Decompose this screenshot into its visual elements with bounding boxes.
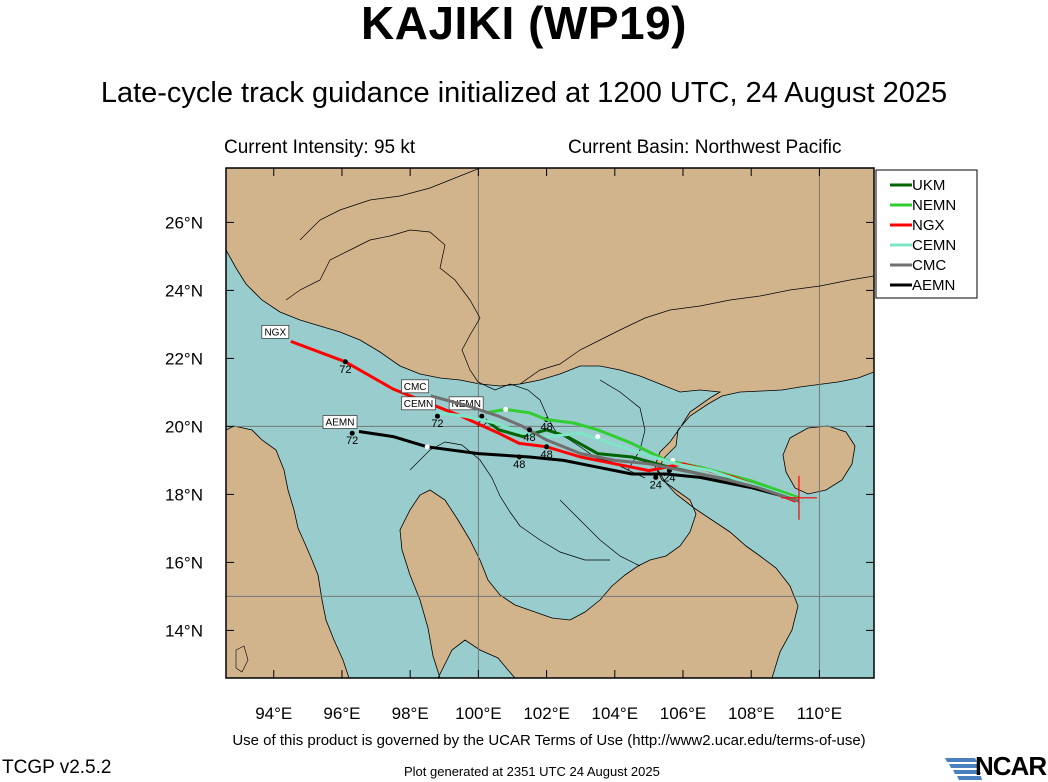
track-point: [653, 474, 659, 480]
lat-tick-label: 16°N: [165, 553, 203, 572]
track-hour-label: 72: [339, 364, 351, 376]
lat-tick-label: 24°N: [165, 281, 203, 300]
track-end-label-text: CEMN: [404, 399, 433, 410]
track-point: [342, 359, 348, 365]
legend-label: NEMN: [912, 197, 956, 214]
track-point: [349, 430, 355, 436]
lon-tick-label: 106°E: [660, 704, 707, 723]
lat-tick-label: 18°N: [165, 485, 203, 504]
track-legend: UKM NEMN NGX CEMN CMC AEMN: [875, 169, 978, 299]
lon-tick-label: 108°E: [728, 704, 775, 723]
track-point: [424, 444, 430, 450]
track-point: [503, 406, 509, 412]
track-hour-label: 72: [346, 435, 358, 447]
lon-tick-label: 96°E: [323, 704, 360, 723]
track-end-label-box: [448, 396, 484, 411]
lon-tick-label: 98°E: [392, 704, 429, 723]
legend-item-ngx: NGX: [890, 217, 945, 234]
legend-box: [875, 169, 978, 299]
land-island: [235, 645, 249, 673]
track-point: [544, 444, 550, 450]
track-hour-label: 24: [663, 473, 675, 485]
current-basin: Current Basin: Northwest Pacific: [568, 137, 842, 158]
track-end-label-cemn: CEMN: [401, 396, 436, 411]
track-hour-label: 48: [540, 422, 552, 434]
version-label: TCGP v2.5.2: [2, 757, 112, 778]
legend-label: CMC: [912, 257, 946, 274]
track-point: [595, 434, 601, 440]
ncar-logo-icon: [945, 758, 982, 780]
legend-item-cmc: CMC: [890, 257, 946, 274]
legend-item-aemn: AEMN: [890, 277, 955, 294]
track-hour-label: 48: [540, 449, 552, 461]
track-hour-label: 24: [650, 479, 662, 491]
legend-label: CEMN: [912, 237, 956, 254]
lat-tick-label: 20°N: [165, 417, 203, 436]
terms-of-use: Use of this product is governed by the U…: [232, 732, 866, 749]
legend-item-ukm: UKM: [890, 177, 945, 194]
track-hour-label: 72: [431, 418, 443, 430]
track-point: [434, 413, 440, 419]
legend-item-cemn: CEMN: [890, 237, 956, 254]
lon-tick-label: 104°E: [592, 704, 639, 723]
lat-tick-label: 14°N: [165, 621, 203, 640]
land-mainland: [226, 168, 874, 678]
track-end-label-box: [401, 396, 436, 411]
current-intensity: Current Intensity: 95 kt: [224, 137, 416, 158]
legend-label: NGX: [912, 217, 945, 234]
lat-tick-label: 22°N: [165, 349, 203, 368]
track-line-aemn: [358, 430, 803, 503]
lat-tick-label: 26°N: [165, 213, 203, 232]
track-end-label-text: AEMN: [326, 418, 355, 429]
track-end-label-box: [401, 379, 430, 394]
track-end-label-text: CMC: [404, 382, 427, 393]
lon-tick-label: 102°E: [523, 704, 570, 723]
axis-ticks: 94°E 96°E 98°E 100°E 102°E 104°E 106°E 108°E 110…: [165, 168, 874, 723]
lon-tick-label: 110°E: [797, 704, 842, 723]
map-frame: [225, 167, 875, 679]
track-hour-label: 48: [513, 459, 525, 471]
track-aemn: 48 72 AEMN: [322, 415, 803, 503]
current-position-marker: [780, 475, 817, 520]
generated-timestamp: Plot generated at 2351 UTC 24 August 202…: [404, 764, 660, 779]
track-end-label-cmc: CMC: [401, 379, 430, 394]
page-title: KAJIKI (WP19): [361, 0, 687, 49]
lon-tick-label: 94°E: [255, 704, 292, 723]
track-cmc: 24 48 CMC: [401, 379, 800, 503]
track-end-label-aemn: AEMN: [322, 415, 358, 429]
lon-tick-label: 100°E: [455, 704, 502, 723]
track-end-label-ngx: NGX: [261, 324, 290, 339]
ncar-logo-text: NCAR: [975, 751, 1047, 781]
track-point: [479, 413, 485, 419]
track-end-label-text: NGX: [264, 327, 286, 338]
legend-label: AEMN: [912, 277, 955, 294]
track-end-label-box: [322, 415, 358, 429]
legend-item-nemn: NEMN: [890, 197, 956, 214]
track-point: [516, 454, 522, 460]
track-hour-label: 48: [523, 432, 535, 444]
track-end-label-box: [261, 324, 290, 339]
page-subtitle: Late-cycle track guidance initialized at…: [100, 77, 948, 109]
track-point: [527, 427, 533, 433]
track-line-cmc: [430, 394, 800, 503]
track-cemn: 72 CEMN: [401, 396, 803, 503]
legend-label: UKM: [912, 177, 945, 194]
